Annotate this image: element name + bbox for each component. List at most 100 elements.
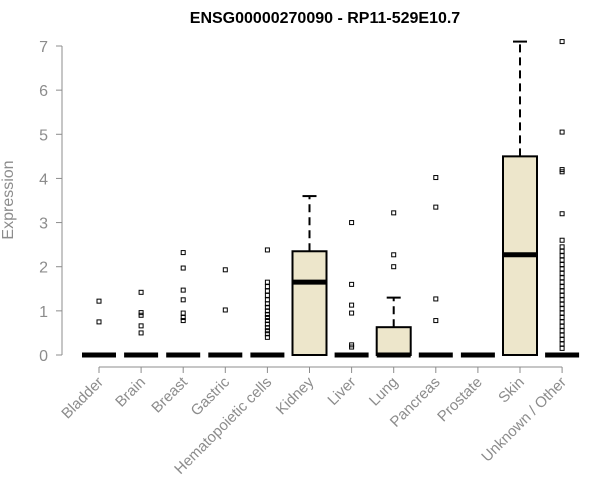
- x-tick-label: Bladder: [58, 374, 107, 423]
- outlier-point: [138, 289, 144, 295]
- y-tick-label: 6: [39, 83, 48, 100]
- outlier-point: [180, 265, 186, 271]
- outlier-point: [559, 314, 565, 320]
- outlier-point: [559, 167, 565, 173]
- outlier-point: [264, 297, 270, 303]
- outlier-point: [349, 220, 355, 226]
- outlier-point: [559, 244, 565, 250]
- outlier-point: [264, 318, 270, 324]
- outlier-point: [264, 279, 270, 285]
- x-tick-label: Lung: [366, 374, 402, 410]
- x-tick-label: Prostate: [434, 374, 486, 426]
- y-tick-label: 1: [39, 304, 48, 321]
- outlier-point: [264, 247, 270, 253]
- x-tick-label: Liver: [324, 374, 359, 409]
- outlier-point: [559, 288, 565, 294]
- outlier-point: [559, 323, 565, 329]
- outlier-point: [559, 328, 565, 334]
- outlier-point: [138, 330, 144, 336]
- outlier-point: [559, 266, 565, 272]
- box-group: [545, 39, 580, 358]
- outlier-point: [559, 257, 565, 263]
- x-tick-label: Kidney: [273, 373, 318, 418]
- box-group: [82, 298, 116, 358]
- outlier-point: [391, 264, 397, 270]
- outlier-point: [138, 323, 144, 329]
- outlier-point: [349, 342, 355, 348]
- outlier-point: [349, 302, 355, 308]
- x-tick-label: Breast: [148, 373, 191, 416]
- outlier-point: [222, 307, 228, 313]
- y-tick-label: 3: [39, 216, 48, 233]
- outlier-point: [180, 287, 186, 293]
- outlier-point: [559, 345, 565, 351]
- box-group: [375, 210, 412, 358]
- outlier-point: [180, 310, 186, 316]
- outlier-point: [349, 310, 355, 316]
- box-group: [124, 289, 159, 358]
- x-tick-label: Brain: [112, 374, 149, 411]
- box-group: [166, 250, 201, 358]
- outlier-point: [559, 306, 565, 312]
- outlier-point: [559, 319, 565, 325]
- outlier-point: [559, 332, 565, 338]
- y-tick-label: 5: [39, 127, 48, 144]
- outlier-point: [433, 204, 439, 210]
- outlier-point: [264, 328, 270, 334]
- outlier-point: [349, 281, 355, 287]
- outlier-point: [559, 270, 565, 276]
- y-axis-label: Expression: [0, 160, 17, 239]
- box-group: [334, 220, 369, 358]
- box-group: [418, 175, 453, 358]
- box-group: [250, 247, 285, 358]
- box-group: [291, 195, 328, 356]
- outlier-point: [559, 297, 565, 303]
- outlier-point: [433, 296, 439, 302]
- outlier-point: [222, 267, 228, 273]
- outlier-point: [559, 284, 565, 290]
- outlier-point: [559, 39, 565, 45]
- axes-layer: 0 1 2 3 4 5 6 7: [39, 39, 563, 373]
- outlier-point: [264, 314, 270, 320]
- outlier-point: [180, 318, 186, 324]
- outlier-point: [559, 310, 565, 316]
- y-tick-label: 0: [39, 348, 48, 365]
- outlier-point: [391, 210, 397, 216]
- outlier-point: [559, 253, 565, 259]
- outlier-point: [559, 129, 565, 135]
- outlier-point: [559, 237, 565, 243]
- outlier-point: [559, 292, 565, 298]
- chart-title: ENSG00000270090 - RP11-529E10.7: [190, 10, 461, 27]
- outlier-point: [559, 275, 565, 281]
- outlier-point: [433, 175, 439, 181]
- box-body: [375, 326, 412, 357]
- outlier-point: [559, 337, 565, 343]
- boxes-layer: [82, 39, 580, 358]
- box-group: [208, 267, 243, 358]
- outlier-point: [96, 319, 102, 325]
- y-tick-label: 2: [39, 260, 48, 277]
- x-tick-label: Skin: [495, 374, 528, 407]
- outlier-point: [264, 288, 270, 294]
- y-tick-label: 7: [39, 39, 48, 56]
- outlier-point: [391, 252, 397, 258]
- outlier-point: [559, 211, 565, 217]
- outlier-point: [559, 279, 565, 285]
- outlier-point: [180, 297, 186, 303]
- outlier-point: [264, 331, 270, 337]
- box-body: [291, 250, 328, 356]
- outlier-point: [433, 318, 439, 324]
- box-group: [502, 40, 538, 356]
- outlier-point: [96, 298, 102, 304]
- outlier-point: [264, 284, 270, 290]
- outlier-point: [559, 301, 565, 307]
- outlier-point: [559, 248, 565, 254]
- outlier-point: [264, 292, 270, 298]
- outlier-point: [138, 312, 144, 318]
- outlier-point: [180, 250, 186, 256]
- outlier-point: [138, 310, 144, 316]
- outlier-point: [559, 262, 565, 268]
